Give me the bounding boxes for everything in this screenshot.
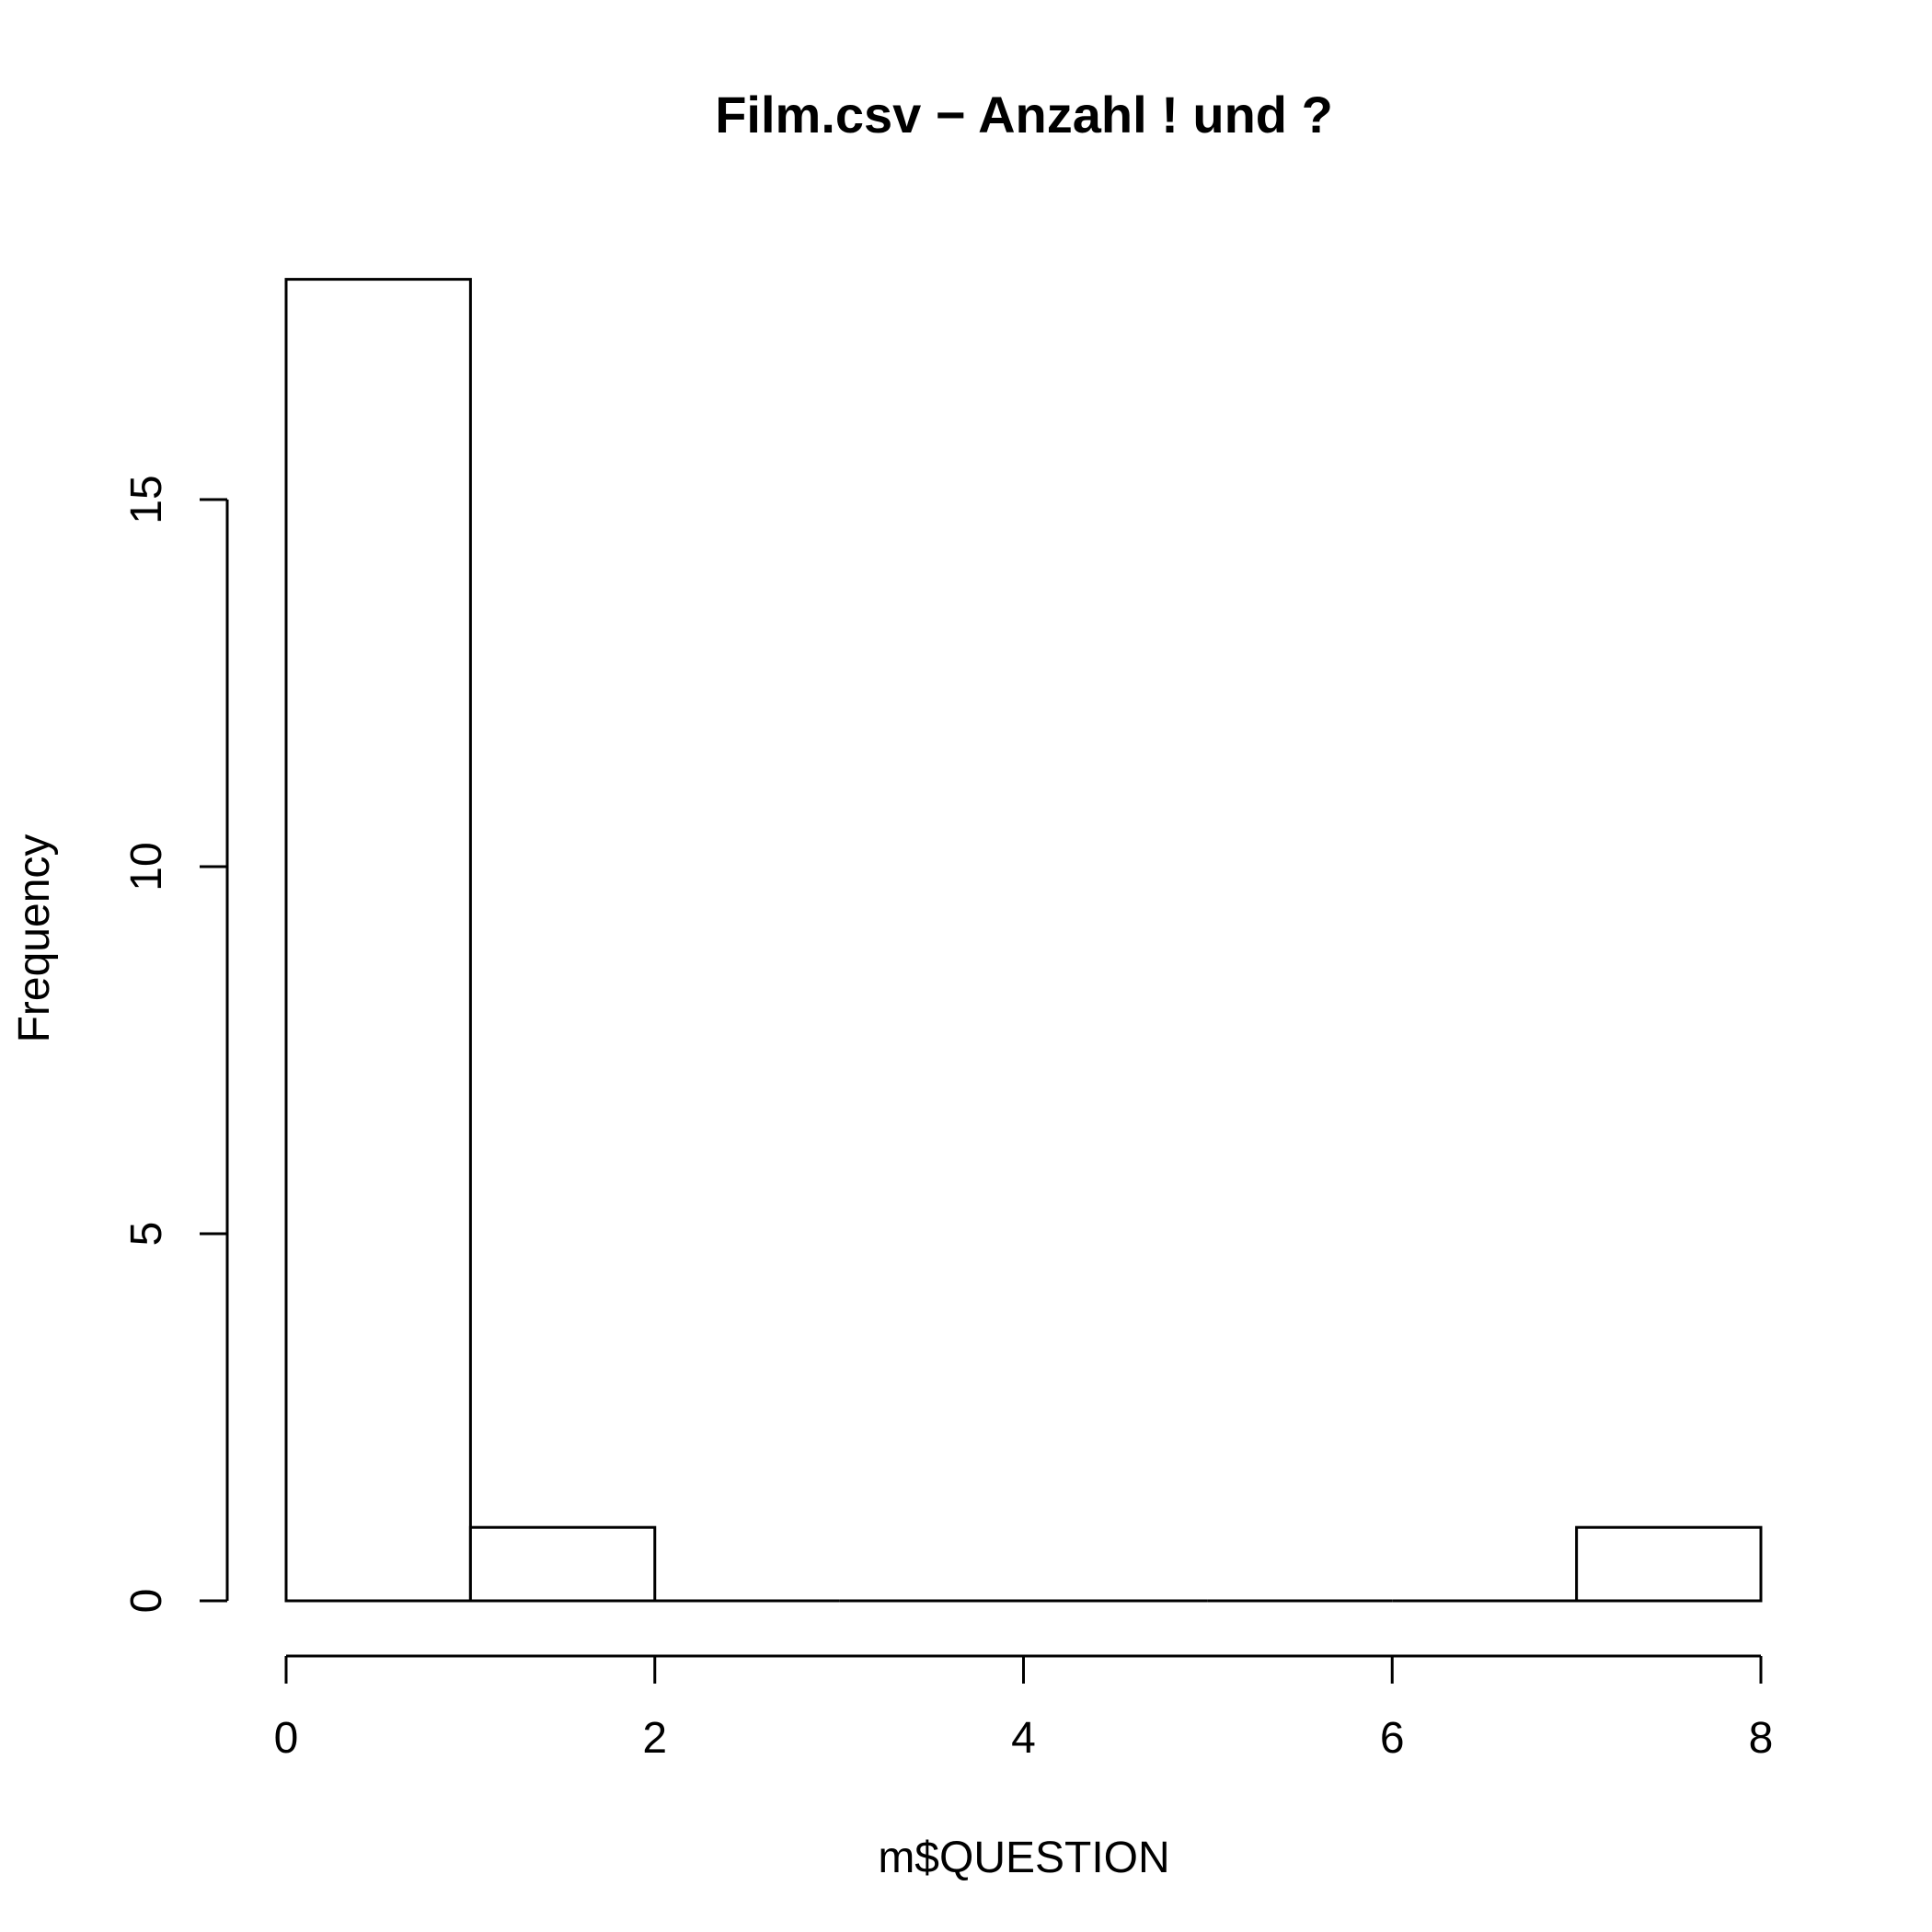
x-axis: 0 2 4 6 8	[274, 1654, 1774, 1763]
y-tick-label-5: 5	[122, 1222, 171, 1247]
bars-group	[284, 278, 1763, 1603]
x-tick-label-0: 0	[274, 1714, 299, 1763]
histogram-bar-1-2	[468, 1525, 657, 1603]
y-axis: 0 5 10 15	[122, 475, 229, 1614]
y-tick-label-0: 0	[122, 1589, 171, 1614]
x-tick-label-6: 6	[1380, 1714, 1405, 1763]
histogram-bar-7-8	[1575, 1525, 1763, 1603]
y-axis-label: Frequency	[10, 834, 59, 1043]
y-tick-label-10: 10	[122, 842, 171, 891]
x-tick-label-8: 8	[1749, 1714, 1774, 1763]
chart-title: Film.csv − Anzahl ! und ?	[715, 86, 1333, 144]
x-axis-label: m$QUESTION	[878, 1834, 1169, 1882]
y-tick-label-15: 15	[122, 475, 171, 523]
x-tick-label-2: 2	[642, 1714, 667, 1763]
histogram-bar-0-1	[284, 278, 472, 1603]
x-tick-label-4: 4	[1011, 1714, 1036, 1763]
